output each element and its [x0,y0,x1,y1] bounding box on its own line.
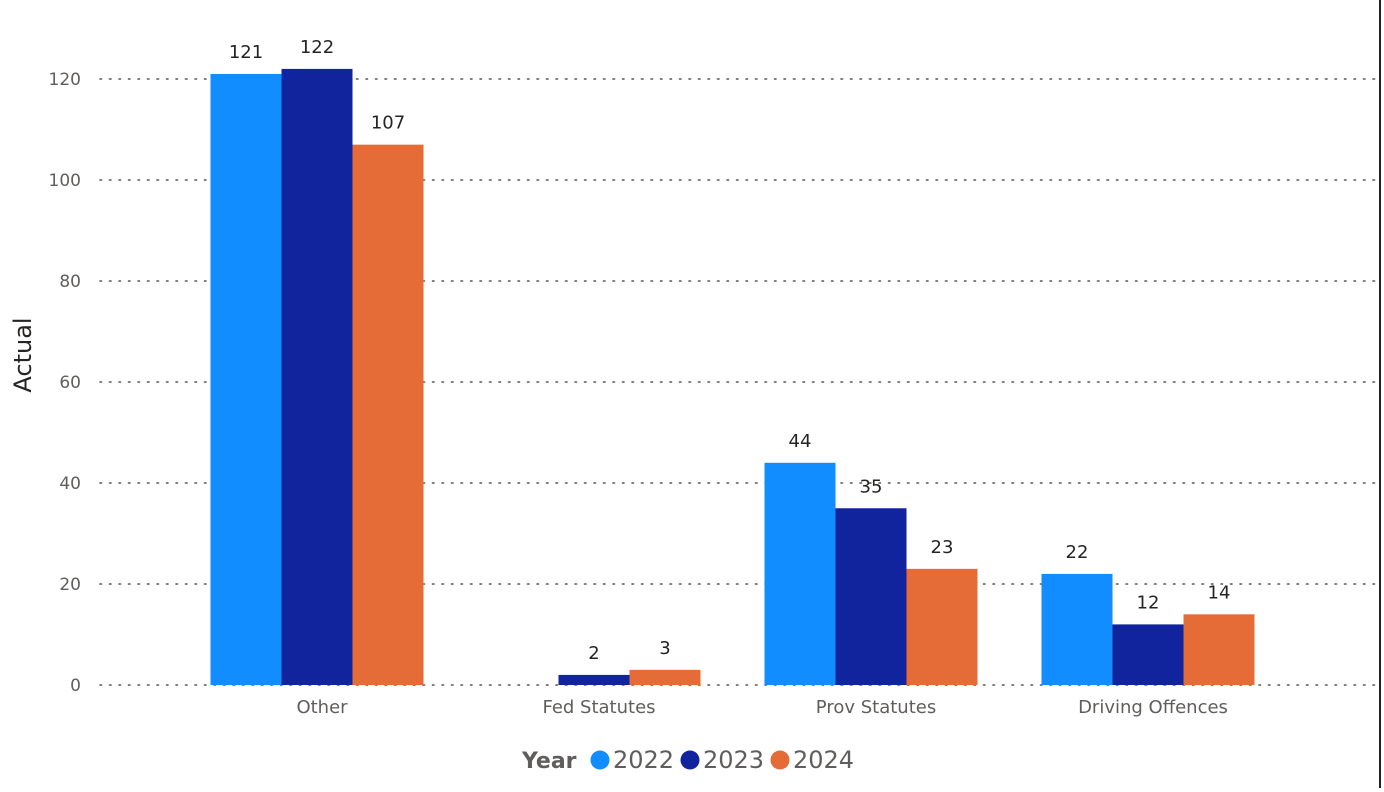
bar-2024-2[interactable] [906,568,978,685]
y-axis-title: Actual [9,317,37,392]
data-label: 3 [659,638,670,659]
legend-marker-2023[interactable] [680,750,700,770]
y-tick-label: 40 [59,474,81,494]
bar-2023-0[interactable] [281,68,353,685]
data-label: 44 [789,431,812,452]
data-label: 23 [931,537,954,558]
y-tick-label: 80 [59,272,81,292]
legend-marker-2022[interactable] [590,750,610,770]
bar-2023-1[interactable] [558,674,630,685]
legend-item-2023[interactable]: 2023 [703,746,764,774]
legend-item-2022[interactable]: 2022 [613,746,674,774]
legend-marker-2024[interactable] [770,750,790,770]
data-label: 35 [860,476,883,497]
y-tick-label: 60 [59,373,81,393]
y-axis-ticks: 0 20 40 60 80 100 120 [49,70,81,696]
bars [210,68,1255,685]
bar-2022-2[interactable] [764,462,836,685]
right-edge-divider [1379,0,1381,788]
legend[interactable]: Year 2022 2023 2024 [521,746,854,774]
x-category-label: Other [296,697,348,718]
bar-2024-1[interactable] [629,669,701,685]
y-tick-label: 20 [59,575,81,595]
y-tick-label: 100 [49,171,81,191]
data-label: 14 [1208,582,1231,603]
y-tick-label: 0 [70,676,81,696]
data-label: 122 [300,37,334,58]
data-label: 107 [371,113,405,134]
data-label: 121 [229,42,263,63]
x-category-label: Driving Offences [1078,697,1228,718]
bar-2023-3[interactable] [1112,624,1184,685]
y-tick-label: 120 [49,70,81,90]
bar-2023-2[interactable] [835,508,907,685]
x-category-label: Prov Statutes [816,697,936,718]
bar-2022-0[interactable] [210,73,282,685]
legend-title: Year [521,749,577,774]
x-category-label: Fed Statutes [542,697,655,718]
x-axis-categories: Other Fed Statutes Prov Statutes Driving Of… [296,697,1227,718]
bar-2024-0[interactable] [352,144,424,685]
data-label: 12 [1137,592,1160,613]
bar-2022-3[interactable] [1041,573,1113,685]
bar-2024-3[interactable] [1183,614,1255,685]
data-label: 22 [1066,542,1089,563]
legend-item-2024[interactable]: 2024 [793,746,854,774]
data-label: 2 [588,643,599,664]
